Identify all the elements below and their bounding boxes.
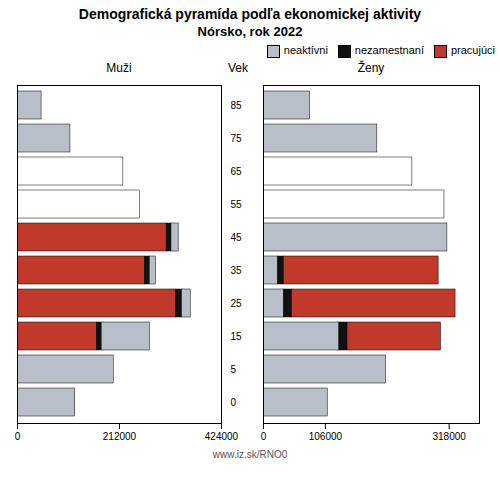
svg-text:65: 65 [231, 166, 243, 177]
html-text:Nórsko, rok 2022: Nórsko, rok 2022 [197, 24, 303, 39]
svg-text:0: 0 [261, 431, 267, 442]
svg-text:85: 85 [231, 100, 243, 111]
svg-text:106000: 106000 [309, 431, 343, 442]
svg-text:15: 15 [231, 331, 243, 342]
svg-text:212000: 212000 [103, 431, 137, 442]
svg-text:0: 0 [15, 431, 21, 442]
svg-text:318000: 318000 [432, 431, 466, 442]
html-text:www.iz.sk/RNO0: www.iz.sk/RNO0 [212, 449, 288, 460]
html-text:Demografická pyramída podľa ek: Demografická pyramída podľa ekonomickej … [78, 6, 422, 22]
svg-text:25: 25 [231, 298, 243, 309]
html-text:nezamestnaní: nezamestnaní [354, 44, 424, 57]
svg-text:0: 0 [231, 397, 237, 408]
svg-text:45: 45 [231, 232, 243, 243]
html-text:Vek: Vek [228, 61, 248, 75]
svg-text:5: 5 [231, 364, 237, 375]
html-text:neaktívni: neaktívni [283, 44, 328, 57]
svg-text:55: 55 [231, 199, 243, 210]
svg-text:75: 75 [231, 133, 243, 144]
html-text:Muži: Muži [106, 61, 132, 75]
html-text:pracujúci: pracujúci [451, 44, 495, 57]
html-text:Ženy: Ženy [357, 61, 385, 75]
svg-text:35: 35 [231, 265, 243, 276]
svg-text:424000: 424000 [205, 431, 239, 442]
